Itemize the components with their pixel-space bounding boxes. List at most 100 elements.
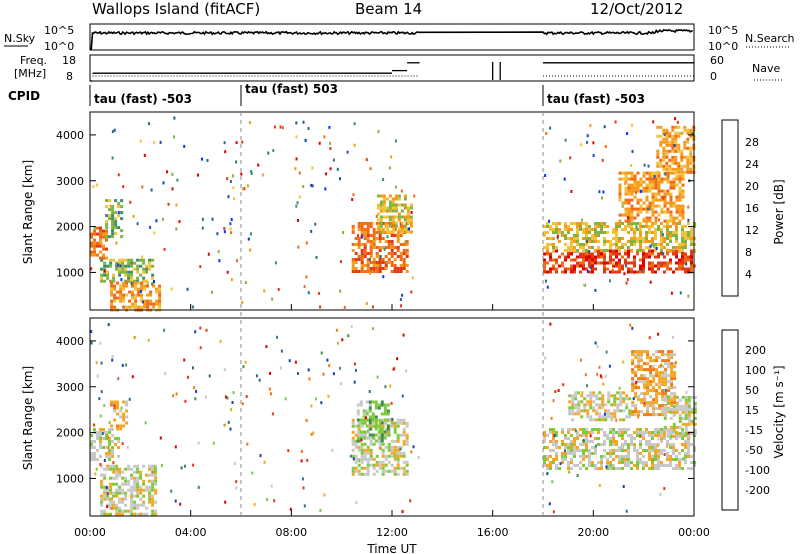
data-cell: [396, 267, 400, 270]
data-cell: [119, 296, 123, 300]
data-cell: [619, 391, 623, 395]
data-cell: [666, 455, 669, 458]
data-cell: [99, 341, 102, 345]
data-cell: [358, 459, 361, 463]
data-cell: [211, 290, 213, 294]
data-cell: [686, 167, 690, 171]
data-cell: [649, 413, 653, 417]
data-cell: [573, 443, 576, 446]
data-cell: [655, 398, 659, 402]
x-axis-label: Time UT: [366, 542, 417, 554]
data-cell: [360, 249, 364, 252]
data-cell: [586, 140, 588, 144]
data-cell: [399, 267, 403, 270]
data-cell: [384, 240, 388, 243]
data-cell: [681, 192, 685, 196]
data-cell: [366, 261, 370, 264]
data-cell: [660, 222, 663, 225]
data-cell: [591, 258, 594, 262]
data-cell: [113, 418, 117, 422]
data-cell: [618, 183, 622, 187]
data-cell: [651, 240, 654, 243]
data-cell: [90, 452, 93, 455]
data-cell: [675, 195, 679, 199]
data-cell: [642, 225, 645, 228]
data-cell: [363, 448, 367, 452]
data-cell: [384, 264, 388, 267]
data-cell: [555, 222, 558, 225]
data-cell: [357, 255, 361, 258]
data-cell: [388, 215, 392, 219]
data-cell: [658, 386, 662, 390]
data-cell: [570, 237, 573, 240]
data-cell: [96, 253, 99, 257]
data-cell: [668, 134, 672, 138]
data-cell: [681, 404, 685, 408]
data-cell: [600, 261, 603, 265]
data-cell: [304, 138, 307, 142]
data-cell: [302, 120, 305, 124]
data-cell: [106, 492, 109, 495]
data-cell: [671, 146, 675, 150]
data-cell: [615, 222, 618, 225]
data-cell: [654, 237, 657, 240]
data-cell: [402, 433, 406, 437]
data-cell: [567, 428, 570, 431]
data-cell: [122, 284, 126, 288]
data-cell: [624, 201, 628, 205]
data-cell: [609, 270, 612, 274]
data-cell: [362, 415, 366, 419]
data-cell: [645, 216, 649, 220]
data-cell: [112, 482, 116, 486]
data-cell: [625, 509, 628, 513]
data-cell: [400, 209, 404, 213]
data-cell: [659, 158, 663, 162]
freq-tick-top: 18: [62, 54, 76, 67]
data-cell: [365, 400, 369, 404]
data-cell: [134, 281, 138, 285]
data-cell: [113, 293, 117, 297]
data-cell: [103, 509, 107, 513]
data-cell: [385, 227, 389, 231]
data-cell: [678, 464, 681, 467]
data-cell: [678, 419, 682, 423]
data-cell: [96, 232, 99, 236]
data-cell: [669, 464, 672, 467]
data-cell: [571, 406, 575, 410]
data-cell: [603, 431, 606, 434]
data-cell: [396, 237, 400, 240]
data-cell: [633, 449, 636, 452]
data-cell: [139, 264, 143, 268]
data-cell: [103, 273, 107, 277]
data-cell: [621, 458, 624, 461]
data-cell: [402, 451, 406, 455]
data-cell: [603, 261, 606, 265]
data-cell: [595, 403, 599, 407]
data-cell: [592, 400, 596, 404]
data-cell: [405, 439, 409, 443]
data-cell: [651, 455, 654, 458]
data-cell: [363, 457, 367, 461]
data-cell: [673, 371, 677, 375]
data-cell: [680, 131, 684, 135]
data-cell: [118, 506, 122, 510]
data-cell: [381, 451, 385, 455]
data-cell: [663, 431, 666, 434]
data-cell: [549, 228, 552, 231]
data-cell: [354, 252, 358, 255]
data-cell: [582, 452, 585, 455]
data-cell: [372, 457, 376, 461]
data-cell: [669, 180, 673, 184]
data-cell: [573, 249, 576, 252]
data-cell: [686, 146, 690, 150]
data-cell: [363, 246, 367, 249]
data-cell: [148, 464, 152, 468]
data-cell: [674, 170, 678, 174]
data-cell: [366, 231, 370, 234]
data-cell: [681, 204, 685, 208]
data-cell: [121, 363, 124, 367]
data-cell: [106, 497, 110, 501]
data-cell: [661, 371, 665, 375]
data-cell: [117, 205, 121, 209]
data-cell: [636, 452, 639, 455]
